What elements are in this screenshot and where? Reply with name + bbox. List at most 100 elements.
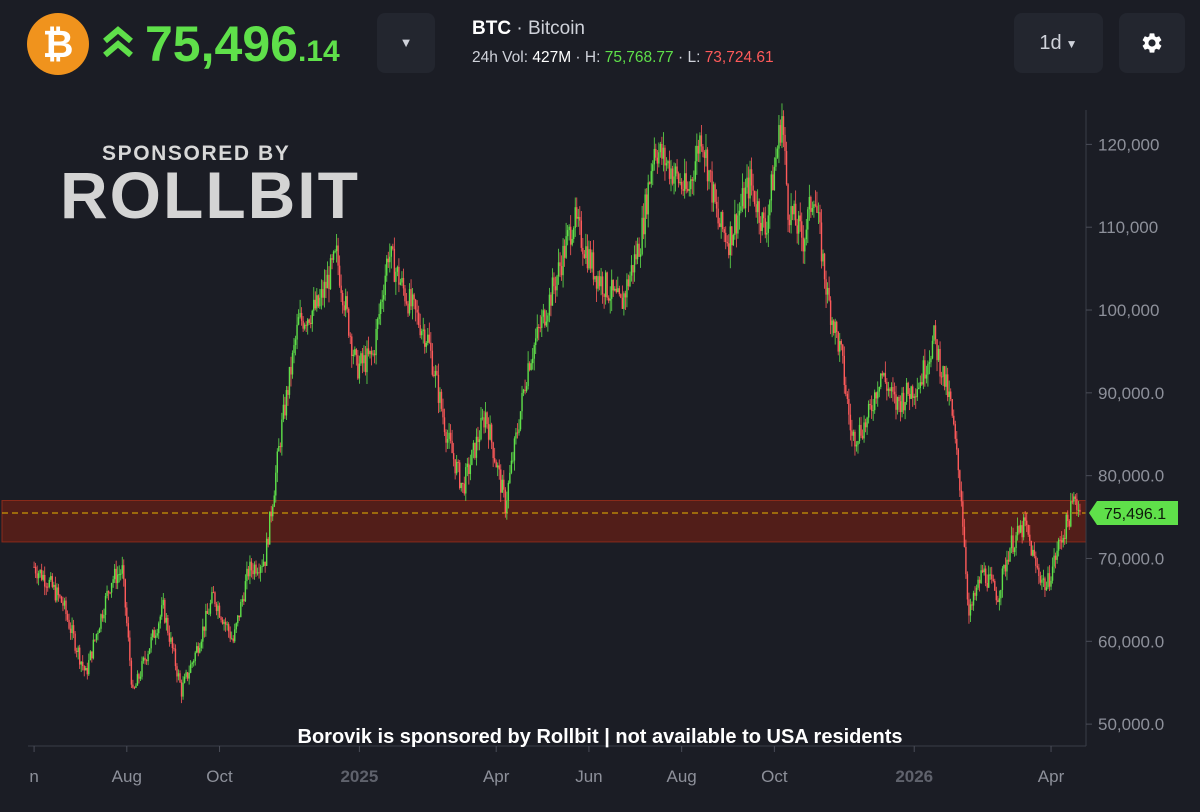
candle <box>328 266 330 303</box>
candle <box>910 385 912 399</box>
candle <box>851 419 853 447</box>
candle <box>223 619 225 631</box>
candle <box>250 558 253 578</box>
candle <box>334 249 336 254</box>
x-tick-label: Jun <box>575 767 602 786</box>
x-tick-label: n <box>29 767 38 786</box>
candle <box>1027 524 1029 537</box>
candle <box>1050 576 1052 591</box>
candle <box>275 465 277 503</box>
candle <box>430 332 432 359</box>
price-chart[interactable]: 50,000.0 60,000.0 70,000.0 80,000.0 90,000.0… <box>0 90 1200 812</box>
candle <box>1051 557 1054 584</box>
candle <box>907 381 909 397</box>
candle <box>367 336 370 357</box>
candle <box>191 661 193 668</box>
candle <box>436 365 438 376</box>
candle <box>44 566 46 596</box>
candle <box>249 555 251 585</box>
candle <box>227 622 230 638</box>
x-tick-label: Apr <box>1038 767 1065 786</box>
candle <box>405 293 408 306</box>
candle <box>843 346 846 394</box>
candle <box>45 582 47 596</box>
candle <box>874 389 876 414</box>
candle <box>507 480 510 509</box>
candle <box>516 423 519 439</box>
candle <box>36 565 38 584</box>
candle <box>138 672 140 684</box>
candle <box>42 570 44 582</box>
candle <box>51 573 54 589</box>
candle <box>642 203 645 240</box>
candle <box>197 642 199 657</box>
candle <box>649 181 651 185</box>
candle <box>285 385 288 420</box>
candle <box>421 328 423 340</box>
candle <box>595 275 598 303</box>
candle <box>247 566 250 580</box>
candle <box>764 206 766 239</box>
candle <box>431 343 434 377</box>
candle <box>510 452 513 475</box>
candle <box>1029 525 1031 546</box>
candle <box>1054 552 1057 569</box>
candle <box>694 145 697 182</box>
candle <box>898 395 900 413</box>
candle <box>638 237 640 257</box>
candle <box>1039 571 1042 586</box>
candle <box>697 139 700 162</box>
candle <box>630 255 633 282</box>
candle <box>957 447 960 479</box>
candle <box>92 633 95 660</box>
candle <box>647 174 649 228</box>
asset-dropdown-button[interactable]: ▼ <box>377 13 435 73</box>
candle <box>645 188 648 220</box>
candle <box>940 371 943 385</box>
candle <box>569 215 572 256</box>
candle <box>886 378 888 401</box>
candle <box>901 387 903 418</box>
candle <box>147 650 149 666</box>
candle <box>585 233 587 264</box>
candle <box>39 569 41 578</box>
candle <box>994 578 996 592</box>
candle <box>401 271 403 286</box>
candle <box>773 157 776 191</box>
candle <box>241 595 244 607</box>
settings-button[interactable] <box>1119 13 1185 73</box>
candle <box>556 274 558 297</box>
candle <box>548 287 551 323</box>
candle <box>215 601 218 616</box>
candle <box>732 233 735 247</box>
candle <box>954 420 956 444</box>
candle <box>194 650 196 666</box>
candle <box>454 459 456 480</box>
candle <box>290 356 292 387</box>
candle <box>524 379 526 395</box>
candle <box>360 351 362 366</box>
candle <box>65 596 67 622</box>
candle <box>752 173 754 202</box>
candle <box>1000 589 1002 606</box>
candle <box>1035 551 1037 574</box>
candle <box>484 401 487 433</box>
candle <box>538 324 540 341</box>
candle <box>1042 569 1045 588</box>
candle <box>772 165 774 191</box>
candle <box>273 490 275 508</box>
candle <box>63 597 66 610</box>
candle <box>829 296 832 335</box>
candle <box>930 355 932 368</box>
candle <box>346 291 348 313</box>
y-tick-label: 70,000.0 <box>1098 549 1164 568</box>
candle <box>332 250 335 263</box>
timeframe-dropdown[interactable]: 1d ▼ <box>1014 13 1103 73</box>
candle <box>995 586 998 605</box>
candle <box>259 564 262 582</box>
candle <box>130 657 133 689</box>
candle <box>875 391 877 404</box>
candle <box>352 349 355 365</box>
candle <box>68 613 70 630</box>
candle <box>278 438 280 452</box>
